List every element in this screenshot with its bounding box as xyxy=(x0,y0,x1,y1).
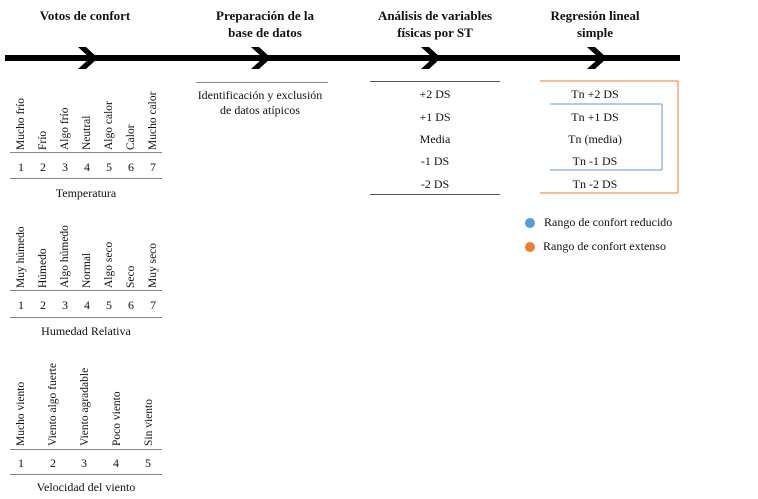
ds-rule-bottom xyxy=(370,194,500,195)
tn-item-1: Tn +2 DS xyxy=(571,87,619,101)
viento-label-2: Viento algo fuerte xyxy=(47,363,59,446)
legend-reducido-dot xyxy=(525,218,535,228)
header-regresion: Regresión lineal simple xyxy=(525,7,665,41)
temp-label-3: Algo frío xyxy=(59,107,71,150)
hum-value-1: 1 xyxy=(18,298,24,312)
header-preparacion-line2: base de datos xyxy=(228,25,302,40)
hum-label-6: Seco xyxy=(125,265,137,288)
chevron-3-icon xyxy=(421,47,441,69)
temp-value-2: 2 xyxy=(40,160,46,174)
ds-item-1: +2 DS xyxy=(419,87,451,101)
tn-item-3: Tn (media) xyxy=(568,132,622,146)
hum-rule-top xyxy=(10,290,162,291)
legend-extenso-dot xyxy=(525,242,535,252)
temp-label-1: Mucho frío xyxy=(15,97,27,150)
hum-value-7: 7 xyxy=(150,298,156,312)
process-line xyxy=(5,55,680,61)
temp-label-4: Neutral xyxy=(81,115,93,150)
header-preparacion-line1: Preparación de la xyxy=(216,8,314,23)
tn-item-4: Tn -1 DS xyxy=(572,154,618,168)
preparacion-text-line1: Identificación y exclusión xyxy=(197,88,323,102)
confort-range-brackets xyxy=(540,80,679,194)
hum-rule-bottom xyxy=(10,317,162,318)
tn-item-2: Tn +1 DS xyxy=(571,110,619,124)
temp-label-5: Algo calor xyxy=(103,101,115,150)
hum-caption: Humedad Relativa xyxy=(41,324,131,338)
chevron-1-icon xyxy=(78,47,98,69)
hum-value-3: 3 xyxy=(62,298,68,312)
tn-item-5: Tn -2 DS xyxy=(572,177,618,191)
viento-label-3: Viento agradable xyxy=(79,367,91,446)
temp-value-1: 1 xyxy=(18,160,24,174)
temp-label-7: Mucho calor xyxy=(147,91,159,150)
hum-value-4: 4 xyxy=(84,298,90,312)
header-analisis-line2: físicas por ST xyxy=(397,25,473,40)
hum-label-2: Húmedo xyxy=(37,248,49,288)
chevron-2-icon xyxy=(251,47,271,69)
header-preparacion: Preparación de la base de datos xyxy=(190,7,340,41)
ds-item-2: +1 DS xyxy=(419,110,451,124)
viento-value-2: 2 xyxy=(50,456,56,470)
temp-value-3: 3 xyxy=(62,160,68,174)
hum-value-6: 6 xyxy=(128,298,134,312)
preparacion-text: Identificación y exclusión de datos atíp… xyxy=(185,88,335,118)
viento-caption: Velocidad del viento xyxy=(36,480,136,494)
hum-label-5: Algo seco xyxy=(103,241,115,288)
viento-value-4: 4 xyxy=(113,456,119,470)
header-analisis: Análisis de variables físicas por ST xyxy=(360,7,510,41)
hum-label-4: Normal xyxy=(81,252,93,288)
temp-value-5: 5 xyxy=(106,160,112,174)
preparacion-rule xyxy=(196,82,328,83)
hum-value-5: 5 xyxy=(106,298,112,312)
legend-extenso-label: Rango de confort extenso xyxy=(543,239,666,253)
viento-rule-top xyxy=(10,449,162,450)
preparacion-text-line2: de datos atípicos xyxy=(220,103,300,117)
hum-label-3: Algo húmedo xyxy=(59,225,71,288)
ds-item-5: -2 DS xyxy=(420,177,450,191)
hum-label-7: Muy seco xyxy=(147,242,159,288)
viento-label-4: Poco viento xyxy=(111,391,123,446)
header-regresion-line2: simple xyxy=(576,25,614,40)
viento-value-3: 3 xyxy=(81,456,87,470)
temp-rule-top xyxy=(10,152,162,153)
ds-item-4: -1 DS xyxy=(420,154,450,168)
temp-value-7: 7 xyxy=(150,160,156,174)
viento-value-1: 1 xyxy=(18,456,24,470)
viento-label-1: Mucho viento xyxy=(15,381,27,446)
header-votos-text: Votos de confort xyxy=(39,8,131,23)
legend-reducido-label: Rango de confort reducido xyxy=(544,215,673,229)
ds-item-3: Media xyxy=(419,132,451,146)
header-analisis-line1: Análisis de variables xyxy=(377,8,493,23)
header-votos: Votos de confort xyxy=(15,7,155,24)
temp-rule-bottom xyxy=(10,178,162,179)
hum-label-1: Muy húmedo xyxy=(15,226,27,288)
header-regresion-line1: Regresión lineal xyxy=(550,8,640,23)
temp-label-6: Calor xyxy=(125,124,137,150)
chevron-4-icon xyxy=(587,47,607,69)
hum-value-2: 2 xyxy=(40,298,46,312)
temp-value-4: 4 xyxy=(84,160,90,174)
viento-label-5: Sin viento xyxy=(143,399,155,446)
viento-value-5: 5 xyxy=(145,456,151,470)
temp-label-2: Frío xyxy=(37,130,49,150)
viento-rule-bottom xyxy=(10,474,162,475)
temp-value-6: 6 xyxy=(128,160,134,174)
temp-caption: Temperatura xyxy=(55,186,117,200)
process-arrow xyxy=(5,47,680,69)
ds-rule-top xyxy=(370,81,500,82)
